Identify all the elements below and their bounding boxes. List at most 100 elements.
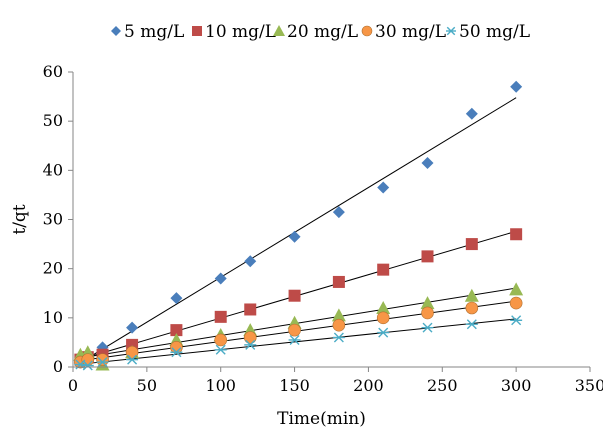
asterisk-stroke: [466, 319, 477, 330]
trendline: [80, 318, 517, 365]
data-point: [170, 292, 183, 305]
y-tick-label: 50: [43, 111, 63, 130]
data-point: [288, 334, 301, 345]
asterisk-stroke: [97, 357, 108, 368]
data-point: [244, 255, 257, 268]
x-tick-label: 100: [205, 376, 236, 395]
x-tick-label: 250: [427, 376, 458, 395]
legend: 5 mg/L 10 mg/L 20 mg/L 30 mg/L 50 mg/L: [111, 22, 530, 42]
data-point: [126, 354, 139, 365]
data-point: [421, 156, 434, 169]
y-tick-label: 60: [43, 62, 63, 81]
data-point: [421, 306, 434, 320]
legend-label: 10 mg/L: [205, 22, 276, 42]
asterisk-stroke: [171, 347, 182, 358]
data-point: [96, 357, 109, 368]
data-point: [170, 341, 183, 354]
data-point: [465, 107, 478, 120]
legend-marker: [361, 25, 373, 37]
series-50-mg-L: [74, 315, 523, 371]
asterisk-stroke: [289, 334, 300, 345]
asterisk-stroke: [511, 315, 522, 326]
axes: [68, 71, 591, 372]
data-point: [214, 344, 227, 355]
legend-label: 30 mg/L: [375, 22, 446, 42]
data-point: [376, 311, 390, 325]
plot-points: [73, 80, 524, 371]
x-tick-label: 200: [353, 376, 384, 395]
y-tick-label: 10: [43, 308, 63, 327]
asterisk-stroke: [333, 332, 344, 343]
data-point: [376, 301, 391, 314]
data-point: [377, 181, 390, 194]
data-point: [510, 228, 523, 241]
data-point: [214, 272, 227, 285]
y-tick-label: 30: [43, 210, 63, 229]
x-tick-label: 300: [501, 376, 532, 395]
data-point: [509, 296, 523, 310]
data-point: [214, 310, 227, 323]
data-point: [214, 333, 228, 347]
data-point: [243, 331, 257, 344]
data-point: [464, 288, 479, 302]
data-point: [332, 206, 345, 219]
data-point: [288, 230, 301, 243]
legend-label: 20 mg/L: [287, 22, 358, 42]
y-tick-label: 20: [43, 259, 63, 278]
trendline: [80, 97, 517, 364]
data-point: [331, 308, 346, 322]
data-point: [377, 263, 390, 276]
legend-label: 5 mg/L: [124, 22, 184, 42]
legend-marker: [192, 26, 202, 36]
asterisk-stroke: [127, 354, 138, 365]
data-point: [126, 321, 139, 334]
legend-marker: [273, 25, 285, 36]
data-point: [81, 360, 94, 371]
y-axis-title: t/qt: [10, 204, 30, 234]
data-point: [465, 319, 478, 330]
data-point: [244, 303, 257, 316]
asterisk-stroke: [446, 26, 456, 36]
data-point: [465, 301, 479, 315]
data-point: [421, 322, 434, 333]
data-point: [510, 80, 523, 93]
asterisk-stroke: [245, 339, 256, 350]
legend-item: 10 mg/L: [192, 22, 276, 42]
data-point: [332, 332, 345, 343]
data-point: [510, 315, 523, 326]
asterisk-stroke: [82, 360, 93, 371]
y-tick-label: 40: [43, 160, 63, 179]
y-tick-label: 0: [53, 357, 63, 376]
x-tick-label: 350: [575, 376, 603, 395]
legend-item: 5 mg/L: [111, 22, 184, 42]
data-point: [81, 353, 95, 366]
tick-labels: 0 50 100 150 200 250 300 350 0 10 20 30 40 50 60: [43, 62, 603, 395]
x-axis-title: Time(min): [277, 409, 366, 429]
x-tick-label: 150: [279, 376, 310, 395]
legend-marker: [111, 26, 121, 36]
asterisk-stroke: [378, 327, 389, 338]
data-point: [244, 339, 257, 350]
legend-item: 30 mg/L: [361, 22, 446, 42]
x-tick-label: 0: [68, 376, 78, 395]
data-point: [332, 275, 345, 288]
data-point: [421, 250, 434, 263]
data-point: [420, 296, 435, 310]
asterisk-stroke: [215, 344, 226, 355]
data-point: [332, 318, 346, 332]
data-point: [170, 347, 183, 358]
data-point: [288, 289, 301, 302]
legend-label: 50 mg/L: [459, 22, 530, 42]
legend-marker: [446, 26, 456, 36]
data-point: [509, 282, 524, 296]
data-point: [288, 323, 301, 337]
legend-item: 20 mg/L: [273, 22, 358, 42]
data-point: [125, 345, 139, 359]
data-point: [96, 353, 109, 366]
asterisk-stroke: [422, 322, 433, 333]
legend-item: 50 mg/L: [446, 22, 530, 42]
data-point: [377, 327, 390, 338]
data-point: [465, 238, 478, 251]
data-point: [170, 324, 183, 337]
